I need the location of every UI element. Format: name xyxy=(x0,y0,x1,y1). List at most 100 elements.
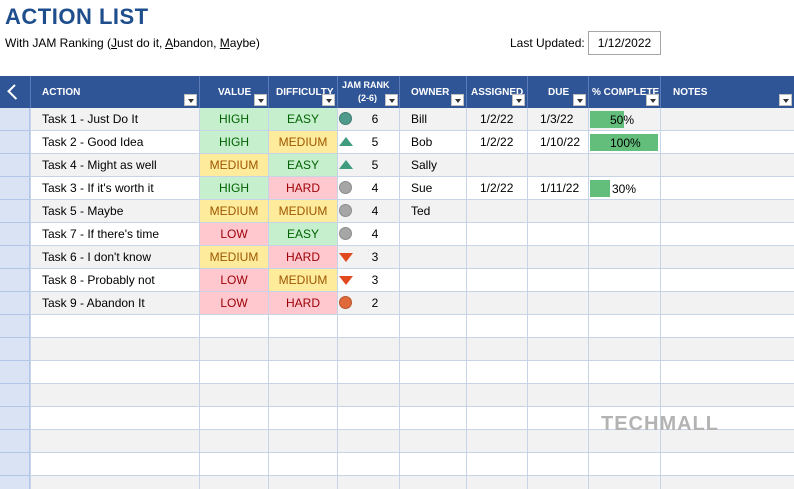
jam-rank-cell[interactable]: 4 xyxy=(371,181,379,195)
task-action-cell[interactable]: Task 5 - Maybe xyxy=(42,204,124,218)
assigned-cell[interactable]: 1/2/22 xyxy=(480,135,514,149)
row-selector[interactable] xyxy=(0,269,30,292)
sort-button-jam-rank[interactable] xyxy=(385,94,398,106)
last-updated-cell[interactable]: 1/12/2022 xyxy=(588,31,661,55)
row-selector[interactable] xyxy=(0,108,30,131)
task-action-cell[interactable]: Task 1 - Just Do It xyxy=(42,112,139,126)
owner-cell[interactable]: Bob xyxy=(411,135,433,149)
filter-button-owner[interactable] xyxy=(451,94,464,106)
jam-rank-cell[interactable]: 3 xyxy=(371,250,379,264)
value-cell[interactable]: HIGH xyxy=(200,177,268,199)
difficulty-cell[interactable]: HARD xyxy=(269,292,337,314)
gray-circle-icon xyxy=(339,181,352,194)
value-cell[interactable]: MEDIUM xyxy=(200,154,268,176)
value-cell[interactable]: LOW xyxy=(200,223,268,245)
row-selector[interactable] xyxy=(0,246,30,269)
filter-button-value[interactable] xyxy=(254,94,267,106)
jam-rank-cell[interactable]: 4 xyxy=(371,204,379,218)
col-header-owner: OWNER xyxy=(411,87,450,98)
filter-button-complete[interactable] xyxy=(646,94,659,106)
filter-button-assigned[interactable] xyxy=(512,94,525,106)
row-selector[interactable] xyxy=(0,361,30,384)
difficulty-cell[interactable]: MEDIUM xyxy=(269,131,337,153)
difficulty-cell[interactable]: MEDIUM xyxy=(269,269,337,291)
row-selector[interactable] xyxy=(0,453,30,476)
value-cell[interactable]: HIGH xyxy=(200,131,268,153)
percent-complete-cell[interactable]: 100% xyxy=(610,136,641,150)
table-row xyxy=(0,453,794,476)
difficulty-cell[interactable]: HARD xyxy=(269,177,337,199)
column-divider xyxy=(660,108,661,489)
filter-button-notes[interactable] xyxy=(779,94,792,106)
page-title: ACTION LIST xyxy=(5,4,149,29)
task-action-cell[interactable]: Task 9 - Abandon It xyxy=(42,296,145,310)
difficulty-cell[interactable]: EASY xyxy=(269,223,337,245)
filter-button-action[interactable] xyxy=(184,94,197,106)
task-action-cell[interactable]: Task 4 - Might as well xyxy=(42,158,157,172)
task-action-cell[interactable]: Task 8 - Probably not xyxy=(42,273,155,287)
difficulty-cell[interactable]: HARD xyxy=(269,246,337,268)
table-row xyxy=(0,154,794,177)
owner-cell[interactable]: Sally xyxy=(411,158,438,172)
col-header-jam-rank-range: (2-6) xyxy=(358,93,378,103)
filter-button-difficulty[interactable] xyxy=(322,94,335,106)
value-cell[interactable]: MEDIUM xyxy=(200,200,268,222)
table-row xyxy=(0,131,794,154)
row-selector[interactable] xyxy=(0,200,30,223)
due-cell[interactable]: 1/10/22 xyxy=(540,135,581,149)
table-row xyxy=(0,269,794,292)
task-action-cell[interactable]: Task 6 - I don't know xyxy=(42,250,152,264)
task-action-cell[interactable]: Task 3 - If it's worth it xyxy=(42,181,154,195)
row-selector[interactable] xyxy=(0,315,30,338)
percent-complete-cell[interactable]: 50% xyxy=(610,113,635,127)
filter-button-due[interactable] xyxy=(573,94,586,106)
owner-cell[interactable]: Bill xyxy=(411,112,428,126)
owner-cell[interactable]: Sue xyxy=(411,181,433,195)
row-selector[interactable] xyxy=(0,154,30,177)
value-cell[interactable]: LOW xyxy=(200,269,268,291)
due-cell[interactable]: 1/11/22 xyxy=(540,181,580,195)
jam-rank-cell[interactable]: 5 xyxy=(371,135,379,149)
table-row xyxy=(0,361,794,384)
row-selector[interactable] xyxy=(0,177,30,200)
row-selector[interactable] xyxy=(0,384,30,407)
column-divider xyxy=(466,108,467,489)
row-selector[interactable] xyxy=(0,407,30,430)
row-selector[interactable] xyxy=(0,430,30,453)
column-divider xyxy=(527,108,528,489)
assigned-cell[interactable]: 1/2/22 xyxy=(480,181,514,195)
col-header-difficulty: DIFFICULTY xyxy=(276,87,334,98)
value-cell[interactable]: MEDIUM xyxy=(200,246,268,268)
difficulty-cell[interactable]: MEDIUM xyxy=(269,200,337,222)
col-header-jam-rank: JAM RANK xyxy=(342,80,390,90)
value-cell[interactable]: LOW xyxy=(200,292,268,314)
col-header-value: VALUE xyxy=(218,87,252,98)
row-selector[interactable] xyxy=(0,223,30,246)
jam-rank-cell[interactable]: 2 xyxy=(371,296,379,310)
task-action-cell[interactable]: Task 2 - Good Idea xyxy=(42,135,144,149)
jam-rank-cell[interactable]: 5 xyxy=(371,158,379,172)
row-selector[interactable] xyxy=(0,338,30,361)
assigned-cell[interactable]: 1/2/22 xyxy=(480,112,514,126)
difficulty-cell[interactable]: EASY xyxy=(269,154,337,176)
col-header-assigned: ASSIGNED xyxy=(471,87,524,98)
owner-cell[interactable]: Ted xyxy=(411,204,431,218)
row-selector[interactable] xyxy=(0,476,30,489)
table-row xyxy=(0,223,794,246)
row-selector[interactable] xyxy=(0,292,30,315)
collapse-arrow-icon xyxy=(7,84,23,100)
row-selector[interactable] xyxy=(0,131,30,154)
difficulty-cell[interactable]: EASY xyxy=(269,108,337,130)
green-circle-icon xyxy=(339,112,352,125)
due-cell[interactable]: 1/3/22 xyxy=(540,112,574,126)
last-updated-label: Last Updated: xyxy=(510,36,585,50)
jam-rank-cell[interactable]: 6 xyxy=(371,112,379,126)
jam-rank-cell[interactable]: 3 xyxy=(371,273,379,287)
percent-complete-cell[interactable]: 30% xyxy=(612,182,637,196)
gray-circle-icon xyxy=(339,204,352,217)
progress-bar xyxy=(590,134,658,151)
value-cell[interactable]: HIGH xyxy=(200,108,268,130)
jam-rank-cell[interactable]: 4 xyxy=(371,227,379,241)
task-action-cell[interactable]: Task 7 - If there's time xyxy=(42,227,159,241)
select-all-corner[interactable] xyxy=(0,76,30,108)
